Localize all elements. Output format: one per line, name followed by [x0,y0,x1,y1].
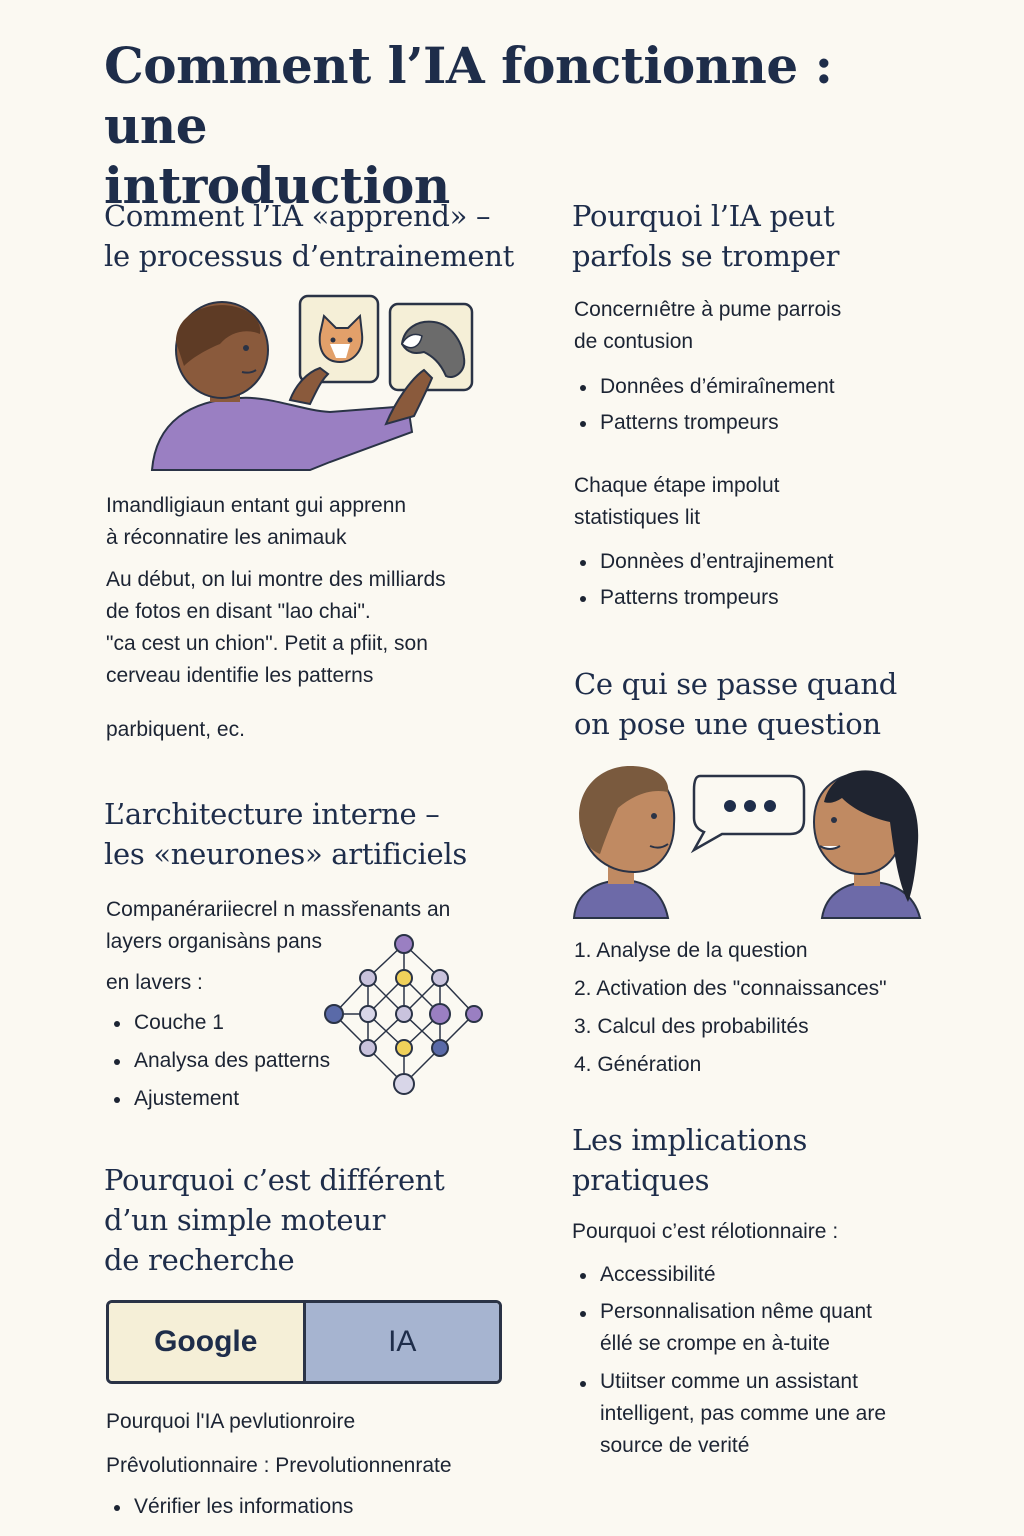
body-line: "ca cest un chion". Petit a pfiit, son [106,632,428,655]
bullet-line: Utiitser comme un assistant [600,1370,858,1393]
implications-heading: Les implications pratiques [572,1120,992,1200]
list-item: 2. Activation des "connaissances" [574,977,887,1000]
mistakes-heading-line: parfols se tromper [572,239,840,273]
list-item: Accessibilité [574,1258,994,1292]
architecture-bullets: Couche 1 Analysa des patterns Ajustement [108,1006,330,1116]
mid-line: Chaque étape impolut [574,474,780,497]
question-heading: Ce qui se passe quand on pose une questi… [574,664,994,744]
list-item: Donnèes d’entrajinement [574,545,833,579]
body-line: de fotos en disant "lao chai". [106,600,371,623]
different-line2: Prêvolutionnaire : Prevolutionnenrate [106,1454,452,1477]
question-heading-line: Ce qui se passe quand [574,667,898,701]
page-title: Comment l’IA fonctionne : une introducti… [104,36,924,216]
mistakes-mid: Chaque étape impolut statistiques lit [574,470,994,534]
title-line: Comment l’IA fonctionne : une [104,36,833,155]
implications-heading-line: Les implications [572,1123,808,1157]
list-item: 4. Génération [574,1053,702,1076]
mid-line: statistiques lit [574,506,701,529]
list-item: Patterns trompeurs [574,581,833,615]
child-learning-illustration [150,294,474,471]
intro-line: layers organisàns pans [106,930,322,953]
intro-line: de contusion [574,330,694,353]
different-heading-line: d’un simple moteur [104,1203,386,1237]
implications-lead: Pourquoi c’est rélotionnaire : [572,1220,839,1243]
training-caption: Imandligiaun entant gui apprenn à réconn… [106,490,546,554]
list-item: Personnalisation nême quant éllé se crom… [574,1296,994,1360]
architecture-heading: L’architecture interne – les «neurones» … [104,794,544,874]
comparison-box: Google IA [106,1300,502,1384]
speech-bubble-icon [690,774,806,854]
caption-line: à réconnatire les animauk [106,526,347,549]
list-item: 1. Analyse de la question [574,939,808,962]
compare-ia: IA [305,1303,499,1381]
training-body: Au début, on lui montre des milliards de… [106,564,546,692]
list-item: Patterns trompeurs [574,406,835,440]
question-heading-line: on pose une question [574,707,881,741]
architecture-heading-line: L’architecture interne – [104,797,440,831]
dog-card-icon [388,302,474,392]
list-item: Analysa des patterns [108,1044,330,1078]
list-item: Couche 1 [108,1006,330,1040]
training-heading-line: Comment l’IA «apprend» – [104,199,491,233]
cat-card-icon [298,294,380,384]
mistakes-heading: Pourquoi l’IA peut parfols se tromper [572,196,992,276]
different-bullets: Vérifier les informations [108,1490,353,1524]
architecture-intro: Companérariiecrel n massřenants an layer… [106,894,546,958]
different-line1: Pourquoi l'IA pevlutionroire [106,1410,356,1433]
list-item: Vérifier les informations [108,1490,353,1524]
different-heading-line: Pourquoi c’est différent [104,1163,445,1197]
body-line: Au début, on lui montre des milliards [106,568,446,591]
training-heading-line: le processus d’entrainement [104,239,514,273]
caption-line: Imandligiaun entant gui apprenn [106,494,407,517]
question-steps: 1. Analyse de la question 2. Activation … [574,934,887,1082]
compare-google: Google [109,1303,306,1381]
mistakes-heading-line: Pourquoi l’IA peut [572,199,835,233]
architecture-heading-line: les «neurones» artificiels [104,837,467,871]
bullet-line: éllé se crompe en à-tuite [600,1332,830,1355]
training-tail: parbiquent, ec. [106,718,245,741]
title-line: introduction [104,156,450,215]
different-heading-line: de recherche [104,1243,295,1277]
conversation-illustration [572,766,922,919]
bullet-line: source de verité [600,1434,750,1457]
mistakes-intro: Concernıêtre à pume parrois de contusion [574,294,994,358]
bullet-line: Accessibilité [600,1263,716,1286]
body-line: cerveau identifie les patterns [106,664,374,687]
list-item: Ajustement [108,1082,330,1116]
intro-line: Concernıêtre à pume parrois [574,298,842,321]
neural-network-icon [324,934,483,1095]
different-heading: Pourquoi c’est différent d’un simple mot… [104,1160,544,1280]
mistakes-bullets-2: Donnèes d’entrajinement Patterns trompeu… [574,545,833,615]
implications-heading-line: pratiques [572,1163,710,1197]
mistakes-bullets-1: Donnêes d’émiraînement Patterns trompeur… [574,370,835,440]
list-item: 3. Calcul des probabilités [574,1015,809,1038]
bullet-line: intelligent, pas comme une are [600,1402,886,1425]
list-item: Donnêes d’émiraînement [574,370,835,404]
list-item: Utiitser comme un assistant intelligent,… [574,1366,994,1462]
bullet-line: Personnalisation nême quant [600,1300,873,1323]
architecture-lead: en lavers : [106,971,203,994]
training-heading: Comment l’IA «apprend» – le processus d’… [104,196,544,276]
intro-line: Companérariiecrel n massřenants an [106,898,451,921]
implications-bullets: Accessibilité Personnalisation nême quan… [574,1258,994,1462]
